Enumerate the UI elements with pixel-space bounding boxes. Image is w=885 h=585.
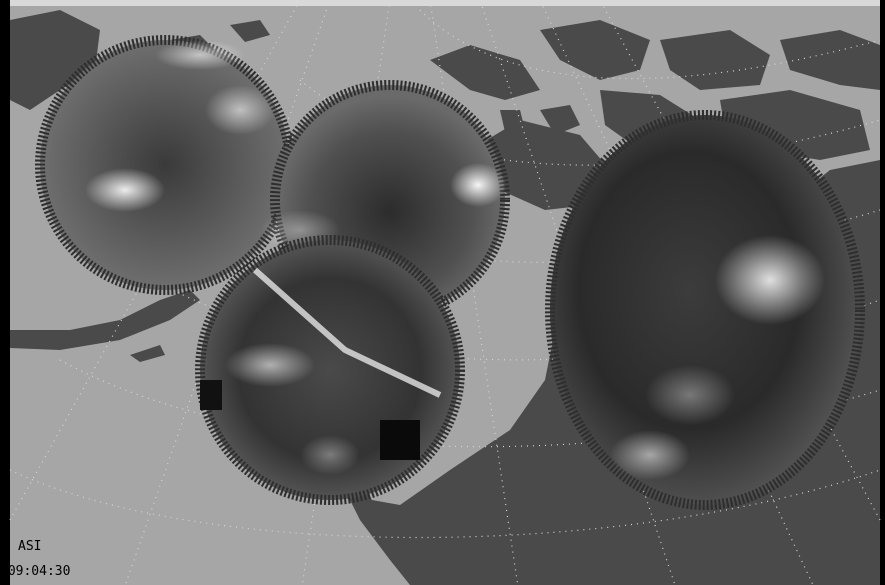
frame-top-edge — [0, 0, 885, 6]
timestamp-label: /09:04:30 — [0, 564, 71, 579]
asi-disc-4 — [545, 110, 865, 510]
frame-left-edge — [0, 0, 10, 585]
instrument-label: ASI — [18, 539, 42, 554]
asi-disc-1 — [35, 35, 295, 295]
asi-disc-3 — [195, 235, 465, 505]
frame-right-edge — [880, 0, 885, 585]
